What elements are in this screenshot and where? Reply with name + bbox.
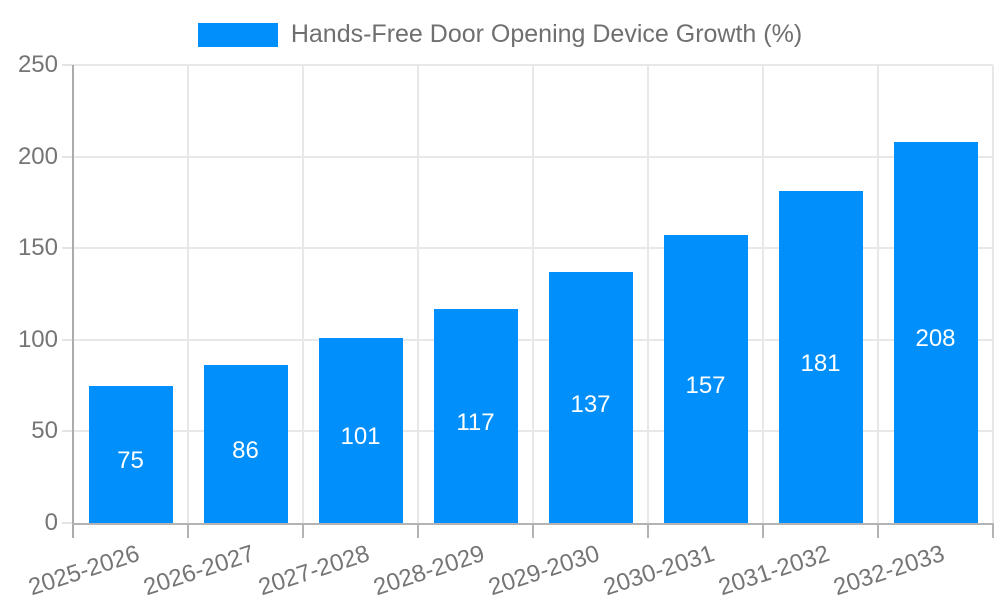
bar[interactable] <box>203 365 288 523</box>
x-axis-category-label: 2032-2033 <box>830 540 948 600</box>
bar[interactable] <box>663 235 748 523</box>
plot-area: 0 50 100 150 200 250 75 86 101 117 137 157 181 208 202… <box>18 53 994 600</box>
x-axis-line <box>73 523 993 525</box>
y-axis-tick <box>62 522 73 524</box>
gridline-vertical <box>417 65 419 523</box>
y-axis-line <box>72 65 74 538</box>
bar-value-label: 86 <box>232 437 259 465</box>
bar-value-label: 137 <box>570 390 611 418</box>
y-axis-tick-label: 200 <box>17 142 58 170</box>
bar-value-label: 157 <box>685 372 726 400</box>
bar[interactable] <box>318 337 403 523</box>
y-axis-tick <box>62 338 73 341</box>
x-axis-tick <box>992 523 994 538</box>
bar-value-label: 75 <box>117 447 144 475</box>
x-axis-category-label: 2031-2032 <box>715 540 833 600</box>
x-axis-tick <box>647 523 649 538</box>
x-axis-category-label: 2026-2027 <box>140 540 258 600</box>
x-axis-category-label: 2029-2030 <box>485 540 603 600</box>
bar-value-label: 208 <box>915 325 956 353</box>
gridline-vertical <box>532 65 534 523</box>
gridline-vertical <box>647 65 649 523</box>
y-axis-tick-label: 150 <box>17 234 58 262</box>
y-axis-tick <box>62 430 73 433</box>
gridline-vertical <box>762 65 764 523</box>
gridline-vertical <box>992 65 994 523</box>
legend-label: Hands-Free Door Opening Device Growth (%… <box>290 20 803 48</box>
y-axis-tick-label: 250 <box>17 51 58 78</box>
bar-value-label: 181 <box>800 350 841 378</box>
y-axis-tick-label: 50 <box>31 417 58 445</box>
x-axis-tick <box>532 523 534 538</box>
legend[interactable]: Hands-Free Door Opening Device Growth (%… <box>0 20 1000 49</box>
x-axis-tick <box>417 523 419 538</box>
y-axis-tick <box>62 155 73 158</box>
bar[interactable] <box>88 385 173 523</box>
x-axis-tick <box>762 523 764 538</box>
x-axis-tick <box>302 523 304 538</box>
gridline-vertical <box>187 65 189 523</box>
y-axis-tick <box>62 64 73 66</box>
legend-swatch-icon <box>197 22 278 47</box>
x-axis-category-label: 2028-2029 <box>370 540 488 600</box>
bar-value-label: 117 <box>456 408 495 436</box>
x-axis-category-label: 2027-2028 <box>255 540 373 600</box>
y-axis-tick-label: 0 <box>44 509 58 536</box>
x-axis-tick <box>877 523 879 538</box>
gridline-vertical <box>302 65 304 523</box>
y-axis-tick <box>62 247 73 250</box>
bar[interactable] <box>778 191 863 523</box>
gridline-vertical <box>877 65 879 523</box>
bar[interactable] <box>548 272 633 523</box>
x-axis-category-label: 2030-2031 <box>600 540 718 600</box>
bar[interactable] <box>433 308 518 523</box>
x-axis-tick <box>187 523 189 538</box>
bar-value-label: 101 <box>340 423 381 451</box>
bar[interactable] <box>893 141 978 523</box>
y-axis-tick-label: 100 <box>17 325 58 353</box>
x-axis-category-label: 2025-2026 <box>25 540 143 600</box>
